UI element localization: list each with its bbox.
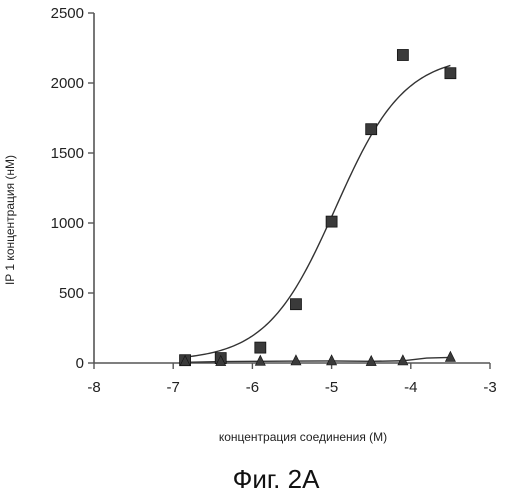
- x-tick-label: -3: [483, 379, 496, 396]
- fit-curves: [185, 65, 450, 362]
- square-point: [290, 299, 301, 310]
- triangle-point: [255, 355, 265, 365]
- figure-caption: Фиг. 2A: [233, 464, 321, 494]
- x-ticks: -8 -7 -6 -5 -4 -3: [87, 363, 496, 396]
- square-point: [397, 50, 408, 61]
- square-point: [366, 124, 377, 135]
- triangle-point: [327, 355, 337, 365]
- axes: [94, 13, 490, 363]
- square-point: [255, 342, 266, 353]
- y-tick-label: 500: [59, 285, 84, 302]
- triangle-point: [445, 351, 455, 361]
- y-axis-title: IP 1 концентрация (нM): [3, 155, 17, 285]
- y-tick-label: 1000: [51, 215, 84, 232]
- y-tick-label: 2000: [51, 75, 84, 92]
- x-tick-label: -5: [325, 379, 338, 396]
- square-point: [326, 216, 337, 227]
- y-tick-label: 0: [76, 355, 84, 372]
- y-ticks: 0 500 1000 1500 2000 2500: [51, 5, 94, 372]
- fit-curve-series-1: [185, 65, 450, 357]
- square-point: [445, 68, 456, 79]
- data-points: [180, 50, 456, 366]
- y-tick-label: 2500: [51, 5, 84, 22]
- x-tick-label: -8: [87, 379, 100, 396]
- y-tick-label: 1500: [51, 145, 84, 162]
- triangle-point: [291, 355, 301, 365]
- x-tick-label: -4: [404, 379, 417, 396]
- x-tick-label: -6: [246, 379, 259, 396]
- x-tick-label: -7: [167, 379, 180, 396]
- x-axis-title: концентрация соединения (M): [219, 430, 387, 444]
